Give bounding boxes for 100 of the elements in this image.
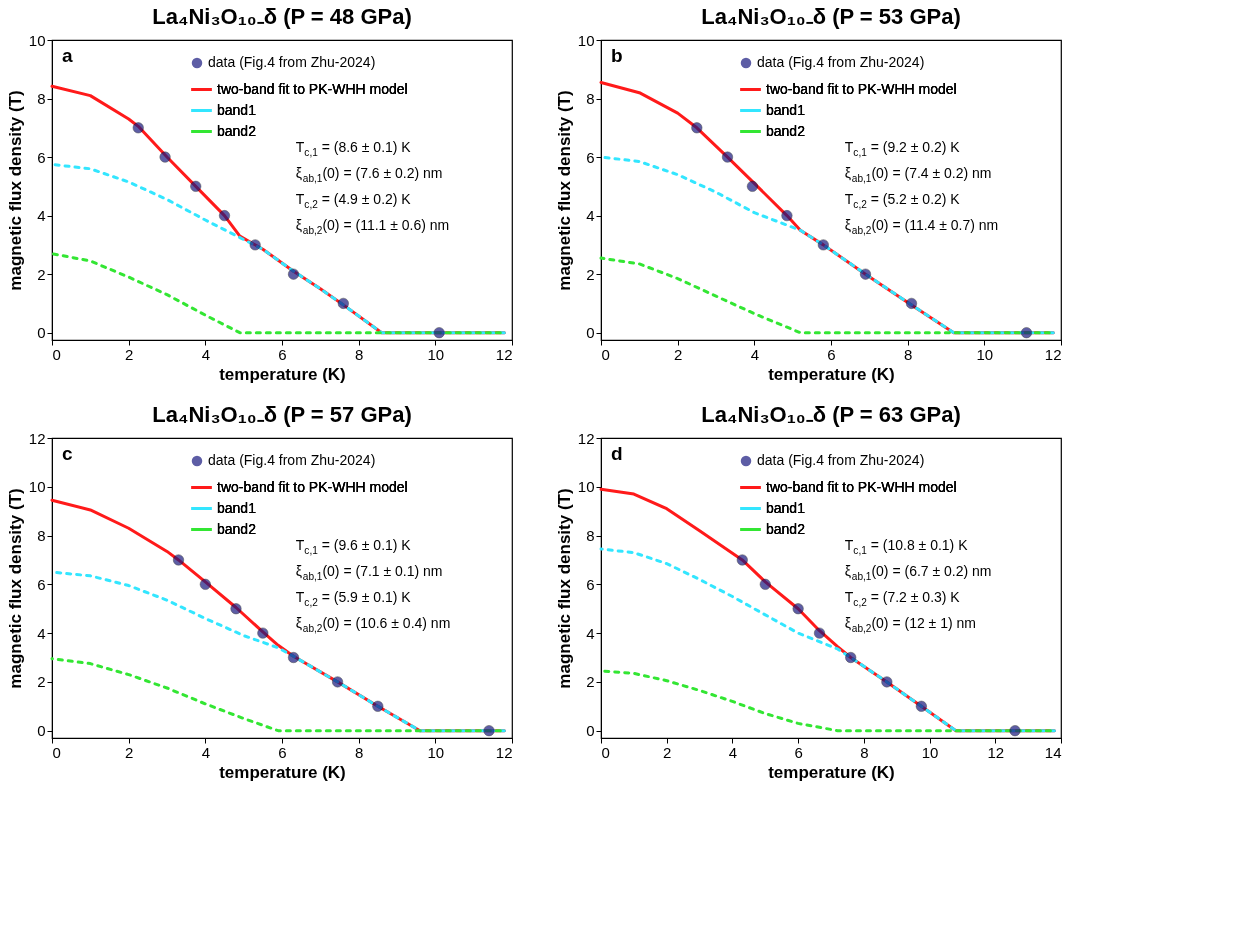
annotation: c <box>62 443 73 464</box>
x-tick-label: 8 <box>354 345 364 363</box>
point <box>199 578 211 590</box>
legend-label: band1 <box>217 101 257 118</box>
point <box>915 700 927 712</box>
point <box>483 725 495 737</box>
x-tick-label: 10 <box>427 345 445 363</box>
point <box>433 327 445 339</box>
point <box>132 122 144 134</box>
x-tick-label: 10 <box>921 743 939 761</box>
x-tick-label: 6 <box>794 743 803 761</box>
x-tick-label: 12 <box>1044 345 1062 363</box>
point <box>288 268 299 280</box>
legend-label: band1 <box>217 499 257 516</box>
x-tick-label: 2 <box>663 743 672 761</box>
y-tick-label: 10 <box>577 31 595 49</box>
legend-label: two-band fit to PK-WHH model <box>766 80 957 97</box>
point <box>249 239 261 251</box>
legend-label: band2 <box>217 122 257 139</box>
x-tick-label: 10 <box>427 743 445 761</box>
x-tick-label: 2 <box>124 743 134 761</box>
x-axis-title: temperature (K) <box>219 762 346 782</box>
point <box>288 652 299 663</box>
x-axis-title: temperature (K) <box>768 762 895 782</box>
y-tick-label: 6 <box>586 575 595 593</box>
point <box>230 603 242 615</box>
y-tick-label: 6 <box>586 148 595 166</box>
point <box>881 676 893 688</box>
y-tick-label: 8 <box>37 90 46 108</box>
chart-title: La₄Ni₃O₁₀₋δ (P = 63 GPa) <box>701 402 961 427</box>
y-tick-label: 10 <box>28 31 46 49</box>
y-tick-label: 12 <box>28 429 46 447</box>
x-tick-label: 0 <box>52 345 61 363</box>
point <box>190 180 202 192</box>
x-tick-label: 4 <box>201 345 211 363</box>
point <box>1009 725 1021 737</box>
x-tick-label: 6 <box>278 345 287 363</box>
y-tick-label: 2 <box>37 673 46 691</box>
point <box>691 122 703 134</box>
x-tick-label: 0 <box>601 743 610 761</box>
x-tick-label: 2 <box>124 345 134 363</box>
chart-title: La₄Ni₃O₁₀₋δ (P = 53 GPa) <box>701 4 961 29</box>
y-tick-label: 4 <box>586 207 595 225</box>
x-tick-label: 12 <box>987 743 1005 761</box>
y-tick-label: 4 <box>586 624 595 642</box>
y-tick-label: 8 <box>586 90 595 108</box>
y-tick-label: 6 <box>37 575 46 593</box>
chart-title: La₄Ni₃O₁₀₋δ (P = 57 GPa) <box>152 402 412 427</box>
x-axis-title: temperature (K) <box>768 364 895 384</box>
x-tick-label: 14 <box>1044 743 1062 761</box>
y-tick-label: 6 <box>37 148 46 166</box>
legend-label: data (Fig.4 from Zhu-2024) <box>757 452 925 468</box>
point <box>814 627 825 639</box>
y-tick-label: 10 <box>28 478 46 496</box>
legend-label: band2 <box>766 122 806 139</box>
point <box>173 554 184 566</box>
y-tick-label: 0 <box>586 324 595 342</box>
y-tick-label: 2 <box>586 673 595 691</box>
x-tick-label: 12 <box>495 743 513 761</box>
y-tick-label: 12 <box>577 429 595 447</box>
y-tick-label: 4 <box>37 207 46 225</box>
x-tick-label: 10 <box>976 345 994 363</box>
legend-label: two-band fit to PK-WHH model <box>217 80 408 97</box>
y-tick-label: 8 <box>586 527 595 545</box>
y-tick-label: 0 <box>37 324 46 342</box>
point <box>332 676 344 688</box>
legend-label: data (Fig.4 from Zhu-2024) <box>208 54 376 70</box>
y-axis-title: magnetic flux density (T) <box>5 488 25 689</box>
legend-label: band1 <box>766 101 806 118</box>
legend-label: data (Fig.4 from Zhu-2024) <box>757 54 925 70</box>
point <box>906 297 917 309</box>
x-tick-label: 0 <box>52 743 61 761</box>
y-tick-label: 0 <box>37 722 46 740</box>
x-axis-title: temperature (K) <box>219 364 346 384</box>
y-tick-label: 0 <box>586 722 595 740</box>
point <box>860 268 871 280</box>
point <box>817 239 829 251</box>
point <box>781 210 793 222</box>
point <box>722 151 733 163</box>
x-tick-label: 8 <box>354 743 364 761</box>
x-tick-label: 6 <box>827 345 836 363</box>
x-tick-label: 4 <box>201 743 211 761</box>
x-tick-label: 2 <box>673 345 683 363</box>
point <box>1021 327 1032 339</box>
x-tick-label: 0 <box>601 345 610 363</box>
point <box>746 180 758 192</box>
annotation: a <box>62 45 73 66</box>
point <box>219 210 230 222</box>
legend-label: two-band fit to PK-WHH model <box>217 478 408 495</box>
legend-label: two-band fit to PK-WHH model <box>766 478 957 495</box>
x-tick-label: 4 <box>750 345 760 363</box>
y-axis-title: magnetic flux density (T) <box>5 90 25 291</box>
x-tick-label: 12 <box>495 345 513 363</box>
point <box>759 578 771 590</box>
annotation: b <box>611 45 623 66</box>
y-tick-label: 2 <box>586 265 595 283</box>
point <box>257 627 269 639</box>
x-tick-label: 8 <box>903 345 913 363</box>
annotation: d <box>611 443 623 464</box>
y-axis-title: magnetic flux density (T) <box>554 90 574 291</box>
